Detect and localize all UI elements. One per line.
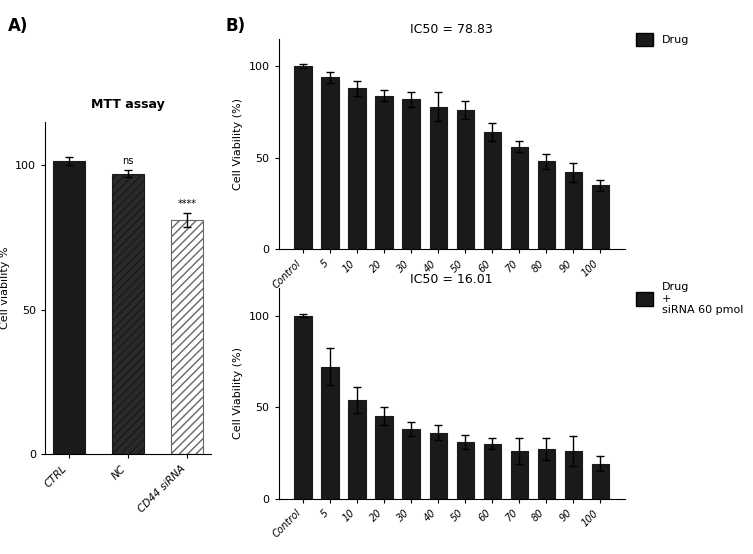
Y-axis label: Cell Viability (%): Cell Viability (%): [233, 347, 243, 439]
Bar: [111, 174, 145, 454]
Bar: [483, 132, 501, 249]
Bar: [171, 220, 203, 454]
Bar: [322, 77, 339, 249]
Text: A): A): [8, 17, 28, 34]
Title: MTT assay: MTT assay: [91, 98, 165, 111]
Y-axis label: Cell Viability (%): Cell Viability (%): [233, 98, 243, 190]
Bar: [538, 161, 555, 249]
Bar: [349, 88, 366, 249]
Bar: [376, 95, 393, 249]
Bar: [53, 161, 85, 454]
Bar: [483, 444, 501, 499]
Bar: [294, 316, 312, 499]
Bar: [511, 451, 528, 499]
Bar: [429, 433, 447, 499]
Bar: [402, 99, 420, 249]
Bar: [592, 185, 609, 249]
Bar: [538, 449, 555, 499]
Y-axis label: Cell viability %: Cell viability %: [0, 247, 10, 329]
Bar: [349, 400, 366, 499]
Bar: [322, 367, 339, 499]
Text: ns: ns: [122, 156, 134, 166]
Legend: Drug: Drug: [632, 28, 694, 51]
Bar: [294, 66, 312, 249]
Bar: [511, 147, 528, 249]
Bar: [376, 416, 393, 499]
Legend: Drug
+
siRNA 60 pmol: Drug + siRNA 60 pmol: [632, 278, 748, 320]
Bar: [592, 464, 609, 499]
Bar: [456, 110, 474, 249]
Text: B): B): [226, 17, 246, 34]
Bar: [429, 106, 447, 249]
Bar: [456, 442, 474, 499]
Title: IC50 = 78.83: IC50 = 78.83: [410, 23, 493, 36]
Text: Drug concentration (μg/ml): Drug concentration (μg/ml): [389, 342, 541, 352]
Bar: [565, 172, 582, 249]
Title: IC50 = 16.01: IC50 = 16.01: [410, 273, 493, 285]
Bar: [565, 451, 582, 499]
Bar: [402, 429, 420, 499]
Text: ****: ****: [178, 198, 197, 209]
